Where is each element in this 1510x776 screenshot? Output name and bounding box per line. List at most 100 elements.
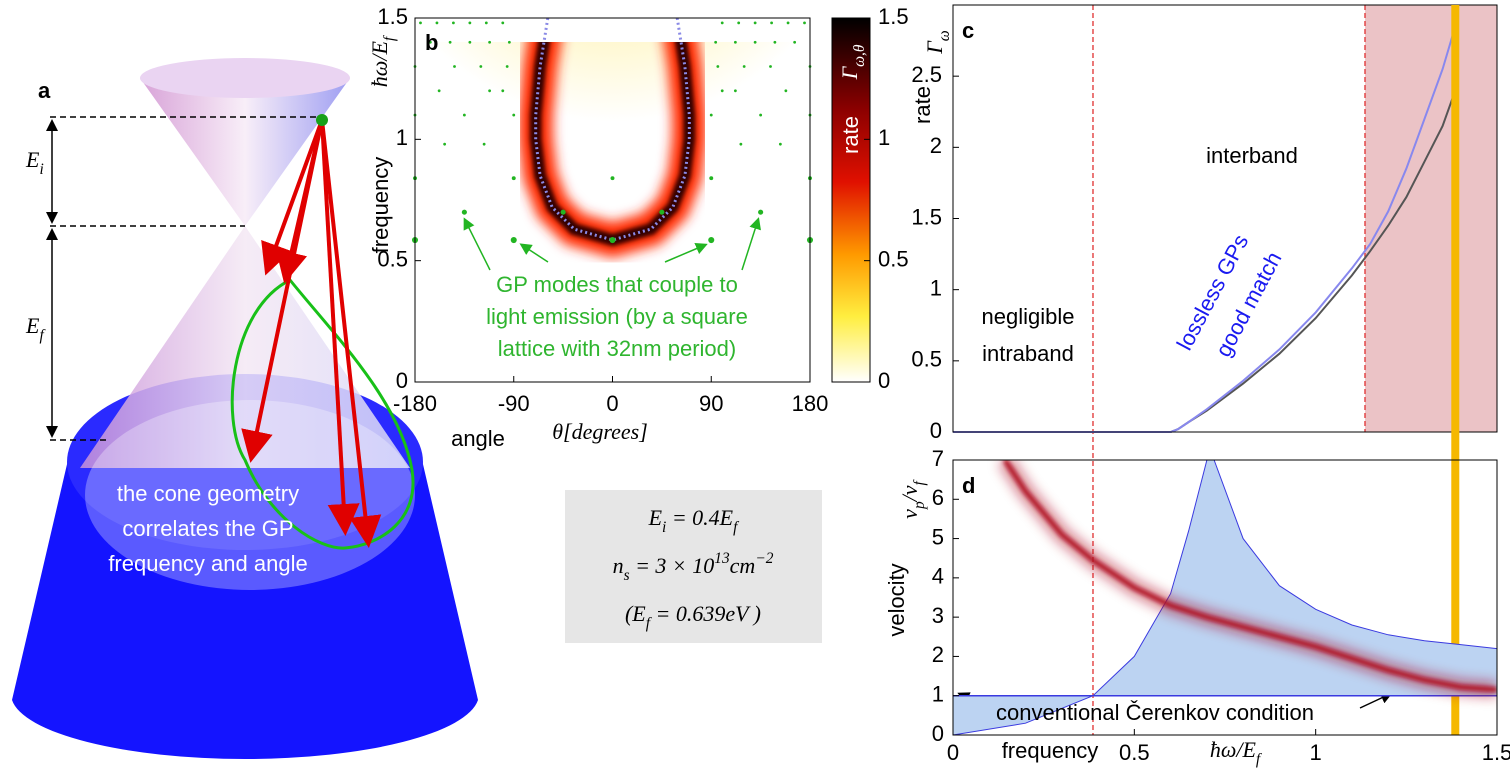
- y-axis-label: Γω: [922, 30, 953, 55]
- gp-mode: [435, 21, 439, 25]
- colorbar-tick-label: 0: [878, 368, 890, 393]
- annotation: intraband: [982, 341, 1074, 366]
- gp-mode: [510, 236, 517, 244]
- y-axis-label-small: rate: [910, 86, 935, 124]
- annotation: GP modes that couple to: [496, 272, 738, 297]
- energy-label: Ei: [25, 147, 44, 178]
- gp-mode: [448, 40, 452, 44]
- gp-mode: [793, 40, 797, 44]
- gp-mode: [753, 21, 757, 25]
- gp-mode: [501, 89, 505, 93]
- energy-label: Ef: [25, 313, 46, 344]
- x-tick-label: -90: [498, 391, 530, 416]
- text-part: p: [911, 501, 928, 510]
- text-part: = 0.4E: [666, 505, 733, 530]
- shaded-region: [1364, 5, 1497, 432]
- gp-mode: [733, 89, 737, 93]
- y-tick-label: 0: [396, 368, 408, 393]
- y-tick-label: 0.5: [911, 347, 942, 372]
- annotation: negligible: [982, 304, 1075, 329]
- text-part: f: [39, 327, 46, 344]
- gp-mode: [714, 40, 718, 44]
- text-part: θ[degrees]: [552, 419, 648, 444]
- text-part: n: [613, 553, 624, 578]
- y-tick-label: 1.5: [377, 4, 408, 29]
- y-tick-label: 4: [932, 564, 944, 589]
- gp-mode: [784, 89, 788, 93]
- text-part: = 3 × 10: [630, 553, 715, 578]
- gp-mode: [769, 65, 772, 68]
- gp-mode: [737, 21, 741, 25]
- text-part: i: [662, 519, 666, 536]
- text-part: Γ: [837, 65, 862, 80]
- heatmap: [425, 42, 801, 242]
- text-part: ħω/E: [367, 41, 392, 88]
- rate-curve: [953, 26, 1457, 433]
- annotation-arrows: [463, 217, 761, 271]
- y-tick-label: 1: [932, 682, 944, 707]
- gp-mode: [803, 21, 806, 25]
- x-tick-label: 1: [1310, 740, 1322, 765]
- y-tick-label: 6: [932, 485, 944, 510]
- x-axis-label-small: angle: [451, 426, 505, 451]
- x-axis-label: ħω/Ef: [1210, 737, 1263, 768]
- annotation: light emission (by a square: [486, 304, 748, 329]
- gp-mode: [709, 113, 713, 117]
- text-part: /v: [897, 485, 922, 503]
- text-part: f: [1256, 751, 1263, 768]
- formula: ns = 3 × 1013cm−2: [613, 550, 774, 584]
- y-tick-label: 0: [932, 721, 944, 746]
- x-tick-label: 180: [792, 391, 829, 416]
- colorbar-label: Γω,θ: [837, 44, 868, 80]
- colorbar-label-small: rate: [838, 116, 863, 154]
- panel-label: b: [425, 30, 438, 55]
- text-part: = 0.639eV ): [650, 601, 761, 626]
- gp-mode: [507, 40, 511, 44]
- text-part: E: [25, 313, 40, 338]
- gp-mode: [468, 40, 472, 44]
- caption: frequency and angle: [108, 551, 307, 576]
- y-tick-label: 2: [930, 133, 942, 158]
- text-part: f: [646, 615, 653, 632]
- gp-mode: [501, 21, 505, 25]
- gp-mode: [610, 176, 615, 181]
- gp-mode: [505, 65, 509, 68]
- y-tick-label: 0: [930, 418, 942, 443]
- gp-mode: [482, 142, 486, 146]
- gp-mode: [484, 21, 488, 25]
- y-tick-label: 1.5: [911, 204, 942, 229]
- gp-mode: [512, 113, 516, 117]
- colorbar-tick-label: 0.5: [878, 246, 909, 271]
- gp-mode: [659, 209, 665, 215]
- gp-mode: [716, 65, 720, 68]
- gp-mode: [753, 40, 757, 44]
- x-axis-label-small: frequency: [1002, 738, 1099, 763]
- gp-mode: [733, 40, 737, 44]
- gp-mode: [461, 209, 467, 215]
- text-part: E: [648, 505, 663, 530]
- y-tick-label: 1: [396, 125, 408, 150]
- colorbar-tick-label: 1: [878, 125, 890, 150]
- text-part: ω,θ: [851, 44, 868, 67]
- gp-mode: [739, 142, 743, 146]
- gp-mode: [443, 142, 447, 146]
- x-tick-label: -180: [393, 391, 437, 416]
- plot-frame: [952, 459, 1498, 736]
- text-part: ω: [936, 30, 953, 41]
- gp-mode: [720, 89, 724, 93]
- x-tick-label: 1.5: [1482, 740, 1510, 765]
- gp-mode: [488, 89, 492, 93]
- formula: Ei = 0.4Ef: [648, 505, 741, 536]
- y-axis-label: ħω/Ef: [367, 34, 398, 87]
- gp-mode: [428, 40, 432, 44]
- gp-mode: [742, 65, 746, 68]
- gp-mode: [511, 176, 516, 181]
- gp-mode: [759, 113, 763, 117]
- gp-mode: [778, 142, 782, 146]
- y-tick-label: 0.5: [377, 246, 408, 271]
- colorbar: [831, 17, 871, 383]
- gp-mode: [560, 209, 566, 215]
- gp-mode: [452, 21, 455, 25]
- text-part: −2: [755, 550, 773, 567]
